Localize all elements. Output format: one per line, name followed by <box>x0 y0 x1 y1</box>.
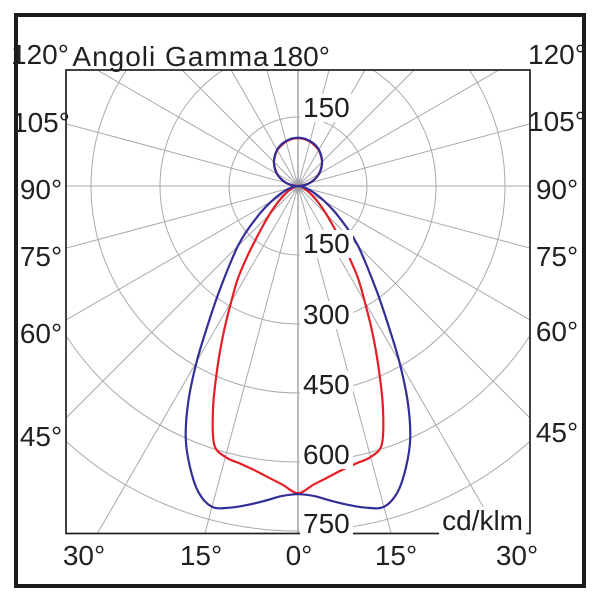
grid-ray-165 <box>297 70 330 187</box>
angle-label-bottom-15R: 15° <box>374 540 418 571</box>
grid-ray-120 <box>297 70 500 187</box>
angle-label-right-75: 75° <box>535 241 579 272</box>
grid-ray-315 <box>66 185 299 419</box>
curve-blue-path <box>184 136 412 510</box>
ring-label-750: 750 <box>300 510 353 538</box>
grid-ray-255 <box>66 123 299 187</box>
grid-ray-105 <box>297 123 530 187</box>
grid-ray-195 <box>266 70 299 187</box>
ring-label-450: 450 <box>300 371 353 399</box>
angle-label-top-center: 180° <box>272 41 330 72</box>
angle-label-bottom-30L: 30° <box>62 540 106 571</box>
ring-label-150: 150 <box>300 230 353 258</box>
angle-label-top-right: 120° <box>528 39 586 70</box>
grid-ray-330 <box>96 185 299 534</box>
grid-ray-300 <box>66 185 299 321</box>
angle-label-left-45: 45° <box>19 421 63 452</box>
grid-ray-15 <box>297 185 392 534</box>
angle-label-right-60: 60° <box>535 316 579 347</box>
ring-label-600: 600 <box>300 441 353 469</box>
grid-ray-225 <box>181 70 299 187</box>
chart-title: Angoli Gamma <box>72 41 270 72</box>
angle-label-right-105: 105° <box>528 106 586 137</box>
grid-ray-285 <box>66 185 299 249</box>
grid-ray-345 <box>204 185 299 534</box>
angle-label-bottom-0: 0° <box>285 540 313 571</box>
grid-ray-150 <box>297 70 366 187</box>
angle-label-bottom-30R: 30° <box>495 540 539 571</box>
grid-ray-210 <box>230 70 299 187</box>
grid-ray-30 <box>297 185 500 534</box>
grid-ray-240 <box>96 70 299 187</box>
unit-label: cd/klm <box>439 507 526 535</box>
angle-label-right-90: 90° <box>535 174 579 205</box>
grid-ray-135 <box>297 70 415 187</box>
angle-label-left-60: 60° <box>19 318 63 349</box>
angle-label-top-left: 120° <box>11 39 69 70</box>
angle-label-left-90: 90° <box>19 174 63 205</box>
angle-label-bottom-15L: 15° <box>179 540 223 571</box>
angle-label-left-75: 75° <box>19 241 63 272</box>
ring-label-300: 300 <box>300 301 353 329</box>
angle-label-left-105: 105° <box>12 107 70 138</box>
angle-label-right-45: 45° <box>535 417 579 448</box>
plot-frame <box>65 69 531 535</box>
grid-ray-45 <box>297 185 530 419</box>
grid-ray-60 <box>297 185 530 321</box>
ring-label-150-upper: 150 <box>300 94 353 122</box>
grid-ray-75 <box>297 185 530 249</box>
